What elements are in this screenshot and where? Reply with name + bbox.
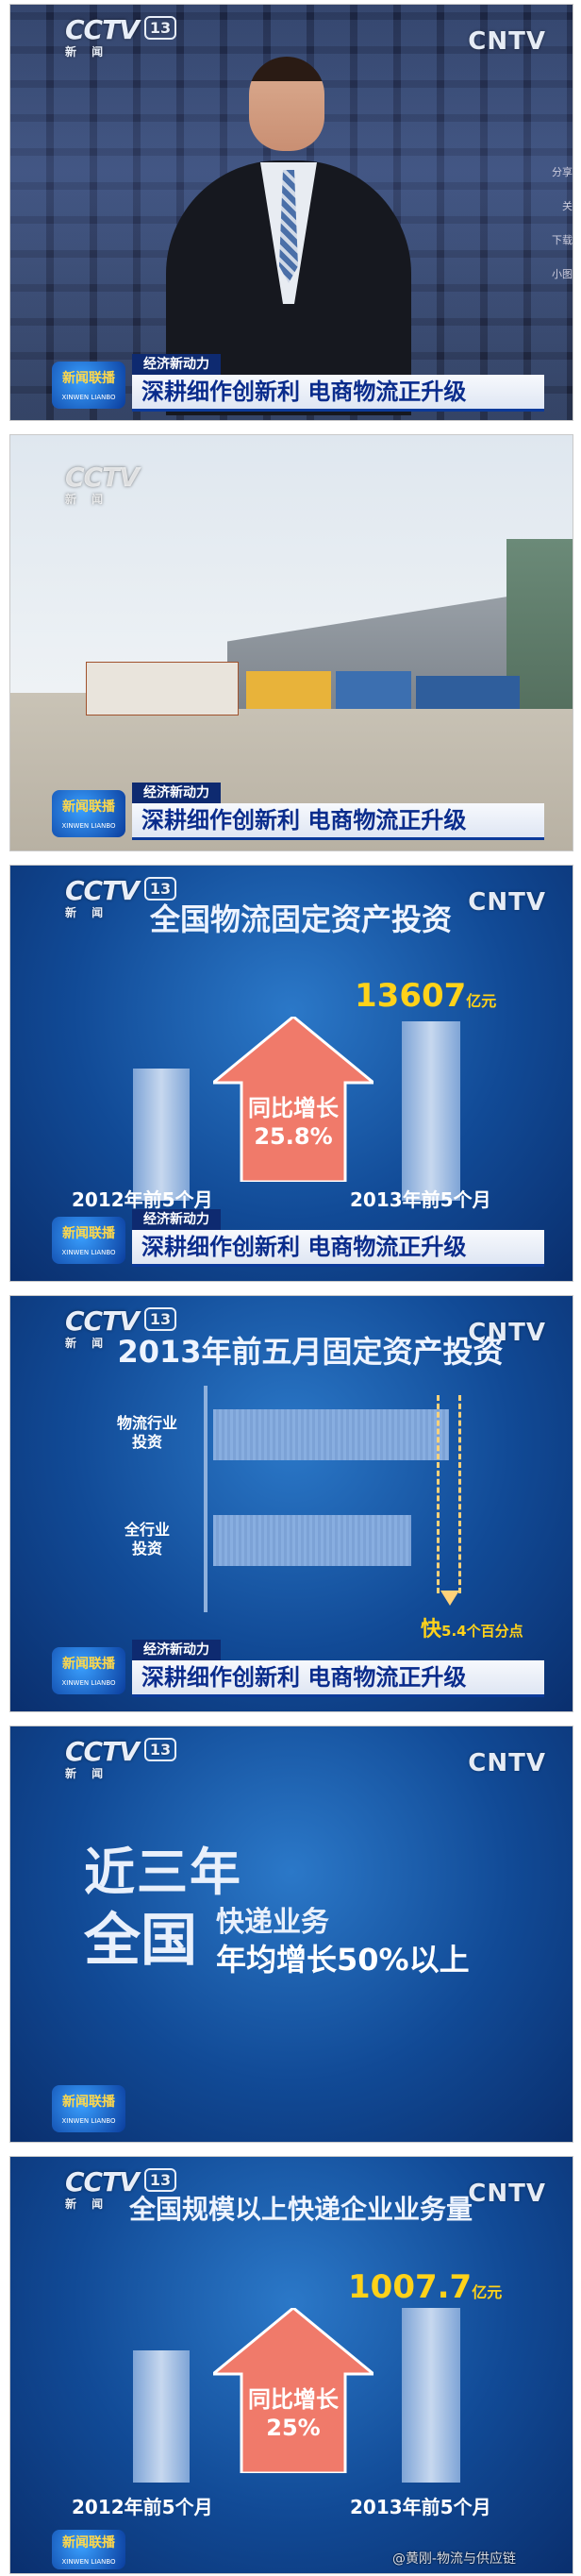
caption-headline: 深耕细作创新利 电商物流正升级 (132, 1230, 544, 1267)
caption-tag: 经济新动力 (132, 354, 221, 375)
chart-title: 全国物流固定资产投资 (149, 901, 452, 937)
xwlb-logo: 新闻联播 XINWEN LIANBO (52, 1647, 125, 1694)
headline-line1: 近三年 (84, 1843, 242, 1902)
lower-third: 新闻联播 XINWEN LIANBO 经济新动力 深耕细作创新利 电商物流正升级 (52, 1640, 544, 1698)
download-label[interactable]: 下载 (552, 234, 573, 246)
caption-headline: 深耕细作创新利 电商物流正升级 (132, 375, 544, 412)
growth-label: 同比增长 (248, 1095, 339, 1121)
xwlb-logo: 新闻联播 XINWEN LIANBO (52, 1217, 125, 1264)
chart-title: 全国规模以上快递企业业务量 (128, 2194, 473, 2225)
growth-arrow: 同比增长 25% (213, 2308, 374, 2473)
bar-2013 (402, 2308, 460, 2483)
truck-3 (336, 671, 411, 709)
cntv-logo: CNTV (468, 888, 546, 917)
weibo-watermark: @黄刚-物流与供应链 (391, 2551, 516, 2567)
x-label-right: 2013年前5个月 (350, 2496, 491, 2518)
headline-line2b: 快递业务 (216, 1906, 329, 1939)
cntv-logo: CNTV (468, 1319, 546, 1347)
lower-third: 新闻联播 XINWEN LIANBO 经济新动力 深耕细作创新利 电商物流正升级 (52, 783, 544, 841)
cctv13-logo: CCTV 13 新 闻 (65, 875, 177, 920)
cctv13-logo: CCTV 13 新 闻 (65, 2166, 177, 2212)
cctv13-logo: CCTV 13 新 闻 (65, 1305, 177, 1351)
y-axis-line (204, 1386, 208, 1612)
truck-1 (86, 662, 239, 716)
difference-bracket (437, 1395, 461, 1593)
growth-value: 25.8% (254, 1123, 333, 1150)
frame-express-growth: CCTV 13 新 闻 CNTV 近三年 全国 快递业务 年均增长50%以上 新闻… (9, 1726, 573, 2143)
frame-anchor: CCTV 13 新 闻 CNTV 分享 关 下载 小图 新闻联播 XINWEN LI… (9, 4, 573, 421)
share-label[interactable]: 分享 (552, 166, 573, 178)
cntv-logo: CNTV (468, 2180, 546, 2208)
lower-third: 新闻联播 XINWEN LIANBO 经济新动力 深耕细作创新利 电商物流正升级 (52, 1209, 544, 1268)
growth-value: 25% (266, 2415, 321, 2441)
chart-title: 2013年前五月固定资产投资 (117, 1334, 504, 1370)
x-label-left: 2012年前5个月 (72, 1188, 213, 1211)
x-label-right: 2013年前5个月 (350, 1188, 491, 1211)
cntv-logo: CNTV (468, 1749, 546, 1777)
xwlb-logo-bottom: 新闻联播 XINWEN LIANBO (52, 2530, 125, 2569)
cctv-logo-watermark: CCTV 新 闻 (65, 462, 140, 506)
side-menu: 分享 关 下载 小图 (535, 156, 573, 292)
headline-line3: 年均增长50%以上 (216, 1942, 470, 1978)
anchor-figure (166, 57, 411, 415)
bar-all-industry (213, 1515, 411, 1566)
xwlb-logo: 新闻联播 XINWEN LIANBO (52, 790, 125, 837)
truck-4 (416, 676, 520, 709)
bar-2012 (133, 1069, 190, 1201)
xwlb-logo-bottom: 新闻联播 XINWEN LIANBO (52, 2085, 125, 2132)
x-label-left: 2012年前5个月 (72, 2496, 213, 2518)
xwlb-logo: 新闻联播 XINWEN LIANBO (52, 362, 125, 409)
cctv13-logo: CCTV 13 新 闻 (65, 1736, 177, 1781)
small-image-label[interactable]: 小图 (552, 268, 573, 280)
frame-warehouse: CCTV 新 闻 新闻联播 XINWEN LIANBO 经济新动力 深耕细作创新利… (9, 434, 573, 851)
frame-chart-comparison: CCTV 13 新 闻 CNTV 2013年前五月固定资产投资 物流行业 投资 全行… (9, 1295, 573, 1712)
caption-headline: 深耕细作创新利 电商物流正升级 (132, 1660, 544, 1697)
caption-tag: 经济新动力 (132, 1640, 221, 1660)
bar-logistics (213, 1409, 449, 1460)
cntv-logo: CNTV (468, 27, 546, 56)
bar-label-all: 全行业 投资 (124, 1521, 170, 1557)
anchor-tie (279, 170, 298, 283)
close-label[interactable]: 关 (562, 200, 573, 212)
bar-label-logistics: 物流行业 投资 (116, 1414, 177, 1451)
caption-tag: 经济新动力 (132, 1209, 221, 1230)
frame-chart-express: CCTV 13 新 闻 CNTV 全国规模以上快递企业业务量 1007.7亿元 同… (9, 2156, 573, 2574)
truck-2 (246, 671, 331, 709)
difference-arrow-icon (440, 1591, 459, 1606)
bar-2013 (402, 1021, 460, 1201)
growth-arrow: 同比增长 25.8% (213, 1017, 374, 1182)
growth-label: 同比增长 (248, 2386, 339, 2413)
value-label: 13607亿元 (355, 977, 497, 1015)
headline-line2: 全国 (84, 1908, 197, 1974)
cctv13-logo: CCTV 13 新 闻 (65, 14, 177, 59)
bar-2012 (133, 2350, 190, 2483)
caption-headline: 深耕细作创新利 电商物流正升级 (132, 803, 544, 840)
frame-chart-investment: CCTV 13 新 闻 CNTV 全国物流固定资产投资 13607亿元 同比增长 … (9, 865, 573, 1282)
lower-third: 新闻联播 XINWEN LIANBO 经济新动力 深耕细作创新利 电商物流正升级 (52, 354, 544, 412)
difference-label: 快5.4个百分点 (421, 1618, 523, 1642)
value-label: 1007.7亿元 (348, 2268, 503, 2306)
anchor-head (249, 57, 324, 151)
caption-tag: 经济新动力 (132, 783, 221, 803)
